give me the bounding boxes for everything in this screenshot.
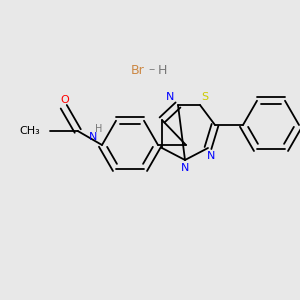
Text: –: – — [149, 64, 155, 76]
Text: S: S — [201, 92, 208, 102]
Text: N: N — [166, 92, 174, 102]
Text: H: H — [95, 124, 103, 134]
Text: N: N — [181, 163, 189, 173]
Text: N: N — [89, 132, 97, 142]
Text: H: H — [157, 64, 167, 76]
Text: Br: Br — [131, 64, 145, 76]
Text: CH₃: CH₃ — [19, 126, 40, 136]
Text: O: O — [60, 95, 69, 105]
Text: N: N — [207, 151, 215, 161]
